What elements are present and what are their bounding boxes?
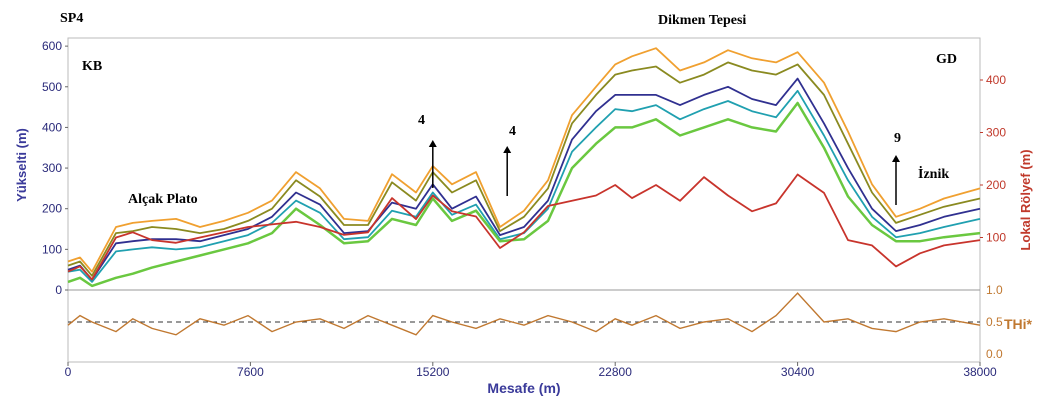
annotation-gd: GD [936, 52, 957, 67]
thi-series [67, 292, 981, 336]
y-right-tick-label: 300 [986, 126, 1006, 140]
thi-tick-label: 0.5 [986, 315, 1003, 329]
y-right-tick-label: 100 [986, 231, 1006, 245]
x-tick-label: 7600 [237, 365, 264, 379]
x-tick-label: 38000 [963, 365, 997, 379]
x-axis-ticks: 0 7600 15200 22800 30400 38000 [65, 362, 997, 379]
annotation-plato: Alçak Plato [128, 192, 198, 207]
annotation-dikmen: Dikmen Tepesi [658, 13, 746, 28]
y-left-tick-label: 600 [42, 39, 62, 53]
series-line-3 [67, 77, 981, 281]
y-left-axis-title: Yükselti (m) [14, 128, 29, 202]
plot-frame [67, 37, 981, 363]
thi-tick-label: 1.0 [986, 283, 1003, 297]
annotation-arrows [428, 140, 900, 205]
annotation-arrow-label-2: 4 [509, 124, 516, 139]
y-left-axis-ticks: 0 100 200 300 400 500 600 [42, 39, 68, 297]
series-line-6 [67, 173, 981, 281]
y-right-tick-label: 200 [986, 178, 1006, 192]
annotation-arrowhead [503, 146, 512, 153]
thi-line [67, 292, 981, 336]
panel-label: SP4 [60, 11, 83, 26]
y-left-tick-label: 500 [42, 80, 62, 94]
annotation-kb: KB [82, 59, 102, 74]
thi-axis-ticks: 0.0 0.5 1.0 [986, 283, 1003, 361]
annotation-arrowhead [428, 140, 437, 147]
elevation-series [67, 47, 981, 288]
thi-axis-title: THi* [1004, 316, 1033, 332]
annotation-arrowhead [892, 155, 900, 162]
y-left-tick-label: 100 [42, 242, 62, 256]
y-left-tick-label: 300 [42, 161, 62, 175]
y-left-tick-label: 0 [55, 283, 62, 297]
annotation-arrow-label-3: 9 [894, 131, 901, 146]
x-tick-label: 30400 [781, 365, 815, 379]
series-line-2 [67, 61, 981, 277]
y-right-axis-ticks: 100 200 300 400 [980, 73, 1006, 245]
x-tick-label: 22800 [599, 365, 633, 379]
x-tick-label: 15200 [416, 365, 450, 379]
x-tick-label: 0 [65, 365, 72, 379]
y-right-axis-title: Lokal Rölyef (m) [1018, 149, 1033, 250]
annotation-iznik: İznik [918, 165, 949, 182]
annotation-arrow-label-1: 4 [418, 113, 425, 128]
series-line-5 [67, 101, 981, 288]
thi-tick-label: 0.0 [986, 347, 1003, 361]
series-line-1 [67, 47, 981, 273]
y-right-tick-label: 400 [986, 73, 1006, 87]
y-left-tick-label: 400 [42, 120, 62, 134]
x-axis-title: Mesafe (m) [487, 380, 560, 396]
y-left-tick-label: 200 [42, 202, 62, 216]
